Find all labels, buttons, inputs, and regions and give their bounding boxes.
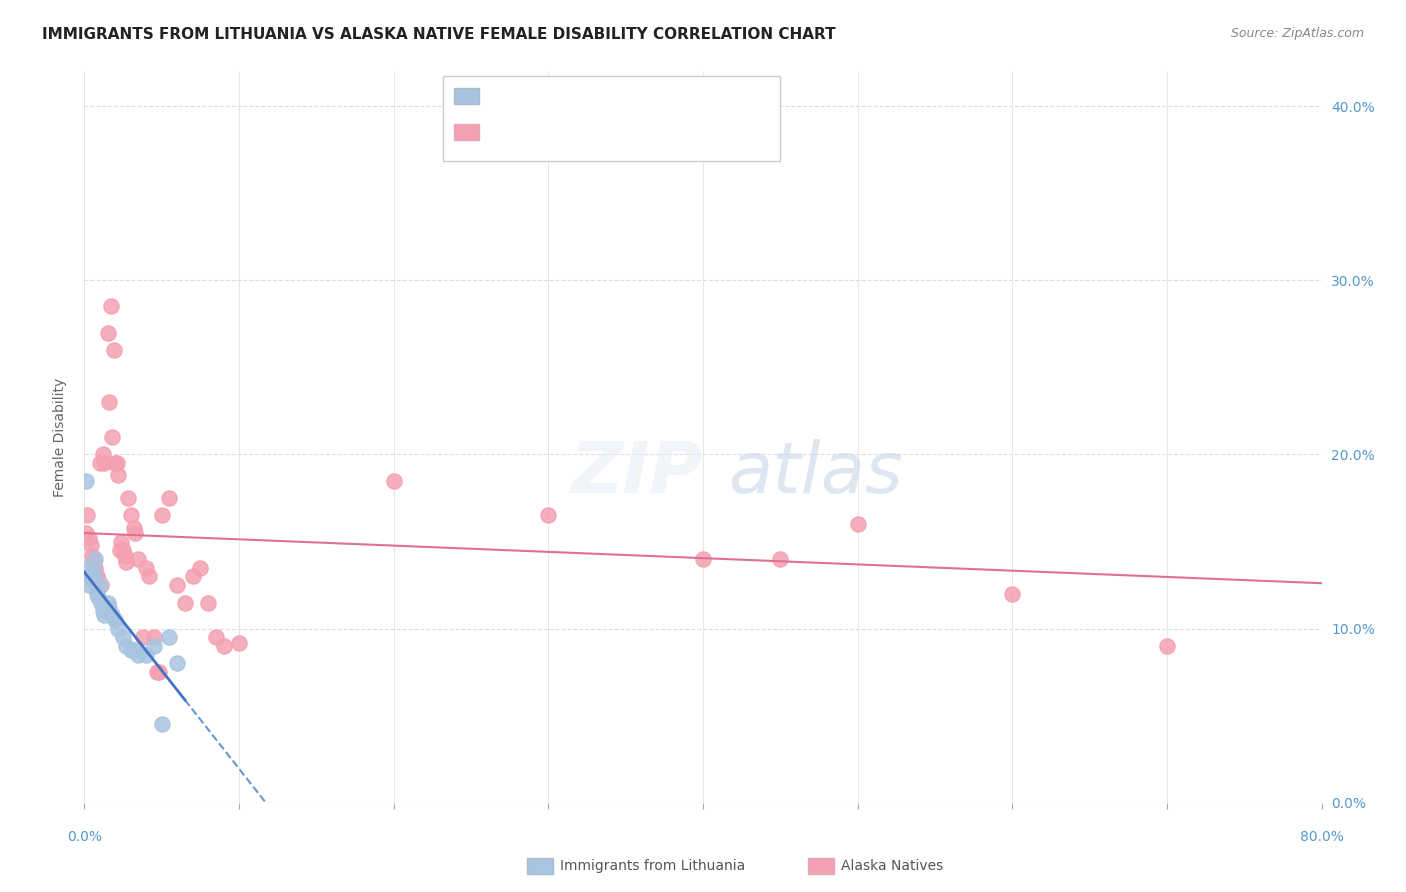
- Point: [89, 456, 111, 470]
- Point: [91, 604, 114, 618]
- Point: [122, 521, 145, 535]
- Point: [79, 538, 101, 552]
- Point: [138, 569, 160, 583]
- Point: [103, 343, 125, 357]
- Point: [212, 639, 235, 653]
- Point: [82, 549, 104, 563]
- Point: [159, 631, 181, 645]
- Point: [128, 552, 150, 566]
- Point: [115, 556, 138, 570]
- Point: [114, 549, 136, 563]
- Point: [91, 448, 114, 462]
- Point: [166, 657, 188, 671]
- Point: [110, 534, 132, 549]
- Point: [150, 717, 173, 731]
- Point: [107, 468, 129, 483]
- Point: [159, 491, 181, 505]
- Point: [79, 569, 101, 583]
- Point: [84, 560, 107, 574]
- Point: [76, 560, 98, 574]
- Point: [143, 631, 166, 645]
- Point: [382, 474, 405, 488]
- Point: [120, 508, 142, 523]
- Point: [93, 607, 115, 622]
- Point: [87, 573, 110, 587]
- Point: [166, 578, 188, 592]
- Text: N = 55: N = 55: [591, 125, 648, 139]
- Point: [90, 578, 112, 592]
- Point: [143, 639, 166, 653]
- Point: [132, 631, 155, 645]
- Point: [75, 474, 97, 488]
- Point: [120, 642, 142, 657]
- Point: [112, 543, 135, 558]
- Text: 80.0%: 80.0%: [1299, 830, 1344, 844]
- Point: [128, 648, 150, 662]
- Point: [174, 595, 197, 609]
- Point: [122, 642, 145, 657]
- Point: [107, 622, 129, 636]
- Text: 0.0%: 0.0%: [67, 830, 101, 844]
- Point: [101, 430, 124, 444]
- Point: [101, 607, 124, 622]
- Point: [197, 595, 219, 609]
- Point: [84, 552, 107, 566]
- Point: [188, 560, 212, 574]
- Point: [769, 552, 792, 566]
- Point: [76, 508, 98, 523]
- Point: [104, 613, 127, 627]
- Point: [83, 566, 105, 580]
- Point: [1156, 639, 1178, 653]
- Text: R = -0.376: R = -0.376: [488, 89, 578, 103]
- Point: [98, 395, 121, 409]
- Point: [89, 578, 111, 592]
- Point: [181, 569, 204, 583]
- Text: N = 28: N = 28: [591, 89, 648, 103]
- Point: [117, 491, 139, 505]
- Text: ZIP: ZIP: [571, 439, 703, 508]
- Point: [97, 326, 120, 340]
- Y-axis label: Female Disability: Female Disability: [53, 377, 67, 497]
- Point: [112, 631, 135, 645]
- Point: [1001, 587, 1024, 601]
- Point: [108, 543, 131, 558]
- Point: [228, 635, 250, 649]
- Text: atlas: atlas: [728, 439, 903, 508]
- Point: [86, 569, 108, 583]
- Point: [146, 665, 169, 680]
- Point: [98, 600, 121, 615]
- Point: [105, 456, 128, 470]
- Text: Alaska Natives: Alaska Natives: [841, 859, 943, 873]
- Point: [77, 578, 100, 592]
- Text: Source: ZipAtlas.com: Source: ZipAtlas.com: [1230, 27, 1364, 40]
- Point: [100, 300, 122, 314]
- Point: [115, 639, 138, 653]
- Text: IMMIGRANTS FROM LITHUANIA VS ALASKA NATIVE FEMALE DISABILITY CORRELATION CHART: IMMIGRANTS FROM LITHUANIA VS ALASKA NATI…: [42, 27, 835, 42]
- Point: [846, 517, 869, 532]
- Text: R = -0.018: R = -0.018: [488, 125, 578, 139]
- Point: [148, 665, 170, 680]
- Point: [93, 456, 115, 470]
- Point: [537, 508, 560, 523]
- Point: [90, 595, 112, 609]
- Point: [104, 456, 127, 470]
- Point: [97, 595, 120, 609]
- Point: [205, 631, 228, 645]
- Point: [135, 560, 157, 574]
- Point: [87, 591, 110, 605]
- Point: [86, 587, 108, 601]
- Point: [135, 648, 157, 662]
- Point: [124, 525, 146, 540]
- Point: [77, 531, 100, 545]
- Text: Immigrants from Lithuania: Immigrants from Lithuania: [560, 859, 745, 873]
- Point: [150, 508, 173, 523]
- Point: [75, 525, 97, 540]
- Point: [692, 552, 714, 566]
- Point: [82, 573, 104, 587]
- Point: [83, 556, 105, 570]
